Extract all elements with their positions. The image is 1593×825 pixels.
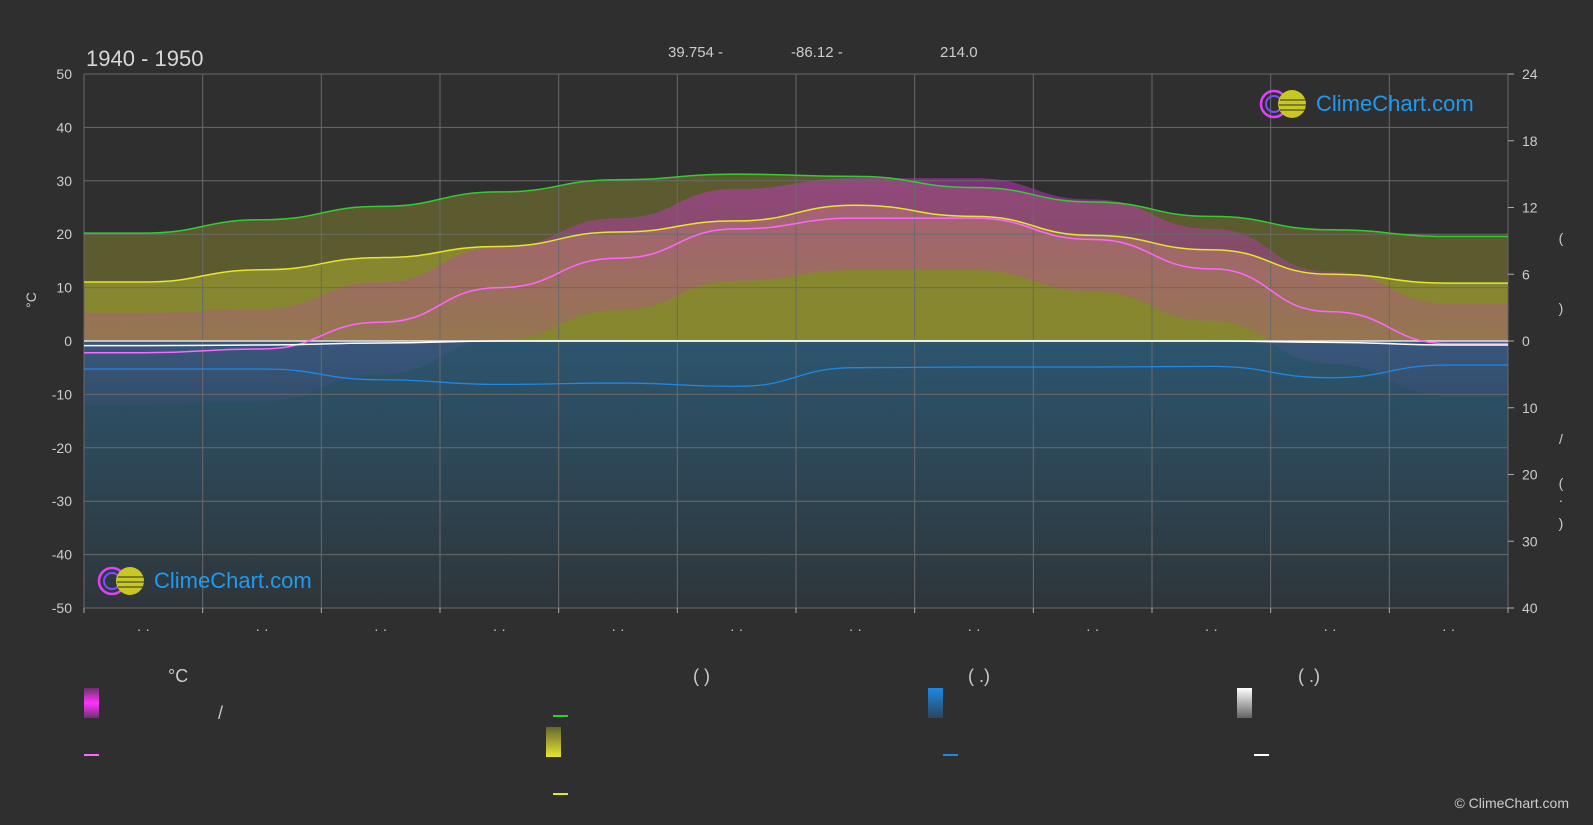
legend-header-temperature: °C [168, 666, 189, 686]
series-line-snow [84, 340, 1508, 347]
month-tick-label: · · [1205, 621, 1218, 637]
month-tick-label: · · [1323, 621, 1336, 637]
right-tick-label: 0 [1522, 333, 1530, 349]
legend-line-daylight [553, 715, 568, 717]
legend-temp-range-label: / [218, 703, 224, 723]
chart-series-lines [83, 173, 1508, 388]
climechart-logo-icon [1259, 89, 1306, 119]
right-axis-label-glyph: ) [1559, 300, 1564, 316]
right-tick-label: 10 [1522, 400, 1538, 416]
month-tick-label: · · [1086, 621, 1099, 637]
left-tick-label: -50 [52, 600, 72, 616]
series-line-daylight [83, 173, 1508, 238]
month-tick-label: · · [967, 621, 980, 637]
legend-line-snow [1254, 754, 1269, 756]
legend-line-sunshine [553, 793, 568, 795]
month-tick-label: · · [255, 621, 268, 637]
month-tick-label: · · [137, 621, 150, 637]
right-tick-label: 12 [1522, 200, 1538, 216]
latitude: 39.754 - [668, 44, 724, 61]
month-tick-label: · · [1442, 621, 1455, 637]
left-tick-label: 0 [64, 333, 72, 349]
right-axis-label-glyph: ) [1559, 515, 1564, 531]
month-tick-label: · · [611, 621, 624, 637]
copyright: © ClimeChart.com [1454, 795, 1569, 811]
legend-line-temp-mean [84, 754, 99, 756]
left-axis-unit: °C [23, 292, 39, 308]
right-tick-label: 24 [1522, 66, 1538, 82]
legend-header-sun: ( ) [693, 666, 710, 686]
series-line-temp_mean [84, 217, 1508, 354]
series-line-precip [84, 364, 1508, 388]
right-tick-label: 18 [1522, 133, 1538, 149]
legend-header-rain: ( .) [968, 666, 990, 686]
month-tick-label: · · [374, 621, 387, 637]
legend-swatch-snow [1237, 688, 1252, 718]
left-tick-label: 50 [56, 66, 72, 82]
left-tick-label: -40 [52, 547, 72, 563]
legend-swatches [84, 688, 1252, 757]
month-tick-label: · · [849, 621, 862, 637]
legend-swatch-precip [928, 688, 943, 718]
left-tick-label: -30 [52, 493, 72, 509]
right-axis-label-glyph: ( [1559, 230, 1564, 246]
legend-swatch-sunshine [546, 727, 561, 757]
logo-text: ClimeChart.com [154, 568, 312, 593]
period-title: 1940 - 1950 [86, 46, 204, 71]
month-tick-label: · · [493, 621, 506, 637]
logo-top[interactable]: ClimeChart.com [1258, 88, 1474, 120]
left-tick-label: 40 [56, 119, 72, 135]
right-tick-label: 30 [1522, 533, 1538, 549]
series-line-sunshine [84, 204, 1508, 284]
bottom-axis: · · · · · · · · · · · · · · · · · · · · · · · · [83, 608, 1509, 637]
right-axis-label-glyph: ( [1559, 475, 1564, 491]
left-axis: 50 40 30 20 10 0 -10 -20 -30 -40 -50 °C [23, 66, 72, 616]
left-tick-label: 30 [56, 173, 72, 189]
left-tick-label: 10 [56, 280, 72, 296]
longitude: -86.12 - [791, 44, 843, 61]
logo-bottom[interactable]: ClimeChart.com [96, 565, 312, 597]
logo-text: ClimeChart.com [1316, 91, 1474, 116]
elevation: 214.0 [940, 44, 978, 61]
legend-line-precip [943, 754, 958, 756]
right-tick-label: 20 [1522, 467, 1538, 483]
left-tick-label: -10 [52, 386, 72, 402]
legend-header-snow: ( .) [1298, 666, 1320, 686]
right-axis-label-glyph: · [1559, 492, 1564, 508]
right-tick-label: 40 [1522, 600, 1538, 616]
left-tick-label: 20 [56, 226, 72, 242]
right-tick-label: 6 [1522, 266, 1530, 282]
legend-swatch-temp-range [84, 688, 99, 718]
month-tick-label: · · [730, 621, 743, 637]
left-tick-label: -20 [52, 440, 72, 456]
climechart-logo-icon [97, 566, 144, 596]
right-axis-label-glyph: / [1559, 431, 1563, 447]
